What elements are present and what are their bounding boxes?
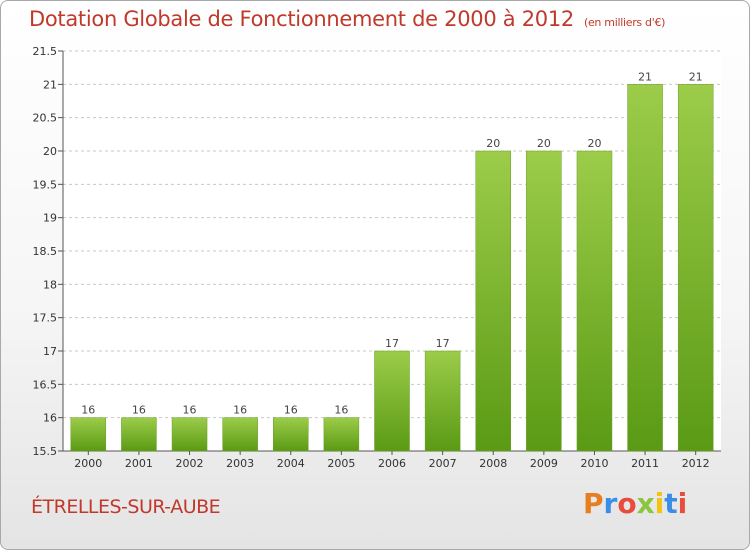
x-tick-label: 2005	[327, 457, 355, 470]
bar	[526, 150, 562, 452]
x-tick-label: 2002	[176, 457, 204, 470]
x-tick-label: 2012	[682, 457, 710, 470]
chart-title: Dotation Globale de Fonctionnement de 20…	[29, 7, 666, 31]
data-label: 16	[81, 404, 95, 417]
data-label: 17	[385, 337, 399, 350]
x-tick-label: 2006	[378, 457, 406, 470]
data-label: 20	[486, 137, 500, 150]
y-tick-label: 17	[43, 345, 57, 358]
bar	[677, 84, 714, 452]
y-tick-label: 18	[43, 278, 57, 291]
data-label: 20	[587, 137, 601, 150]
x-tick-label: 2011	[631, 457, 659, 470]
data-label: 16	[284, 404, 298, 417]
y-tick-label: 21.5	[33, 45, 58, 58]
x-tick-label: 2004	[277, 457, 305, 470]
x-tick-label: 2007	[429, 457, 457, 470]
chart-subtitle: (en milliers d'€)	[583, 16, 666, 29]
data-label: 16	[132, 404, 146, 417]
y-tick-label: 16.5	[33, 378, 58, 391]
bar	[323, 417, 360, 452]
y-tick-label: 16	[43, 412, 57, 425]
bar	[627, 84, 663, 452]
data-label: 16	[334, 404, 348, 417]
data-label: 17	[436, 337, 450, 350]
y-tick-label: 17.5	[33, 312, 58, 325]
data-label: 16	[233, 404, 247, 417]
data-label: 16	[183, 404, 197, 417]
bar	[424, 350, 461, 452]
bar	[576, 150, 613, 452]
x-tick-label: 2008	[479, 457, 507, 470]
y-tick-label: 15.5	[33, 445, 58, 458]
x-tick-label: 2000	[74, 457, 102, 470]
bar	[222, 417, 258, 452]
x-tick-label: 2009	[530, 457, 558, 470]
y-tick-label: 19.5	[33, 178, 58, 191]
y-tick-label: 18.5	[33, 245, 58, 258]
proxiti-logo: Proxiti	[583, 487, 688, 520]
y-tick-label: 20.5	[33, 112, 58, 125]
bar	[171, 417, 208, 452]
data-label: 21	[689, 70, 703, 83]
x-tick-label: 2010	[580, 457, 608, 470]
y-tick-label: 20	[43, 145, 57, 158]
y-tick-label: 21	[43, 78, 57, 91]
bar	[121, 417, 157, 452]
data-label: 20	[537, 137, 551, 150]
commune-name: ÉTRELLES-SUR-AUBE	[31, 496, 221, 518]
x-tick-label: 2001	[125, 457, 153, 470]
bar	[475, 150, 511, 452]
data-label: 21	[638, 70, 652, 83]
x-tick-label: 2003	[226, 457, 254, 470]
bar	[374, 350, 410, 452]
y-tick-label: 19	[43, 212, 57, 225]
bar	[273, 417, 309, 452]
bar	[70, 417, 107, 452]
